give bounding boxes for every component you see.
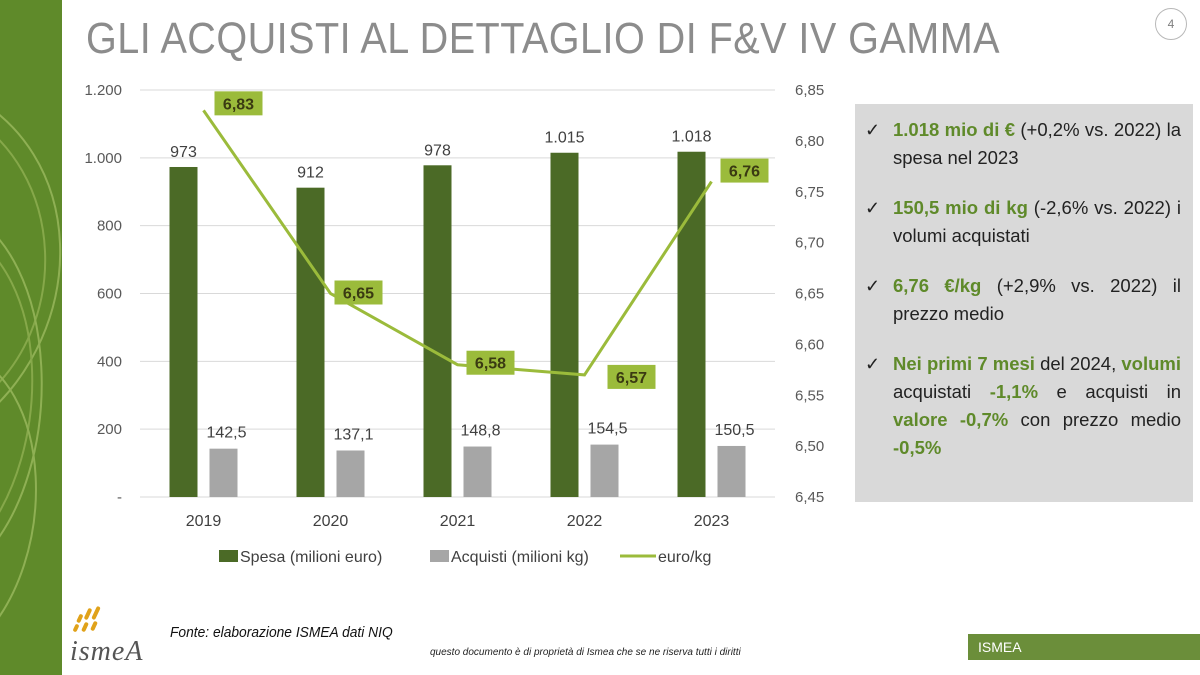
data-label-spesa: 1.015 [544, 130, 584, 147]
logo-mark-icon [73, 606, 101, 632]
fact-segment: del 2024, [1034, 353, 1122, 374]
y-right-tick-label: 6,50 [795, 438, 824, 455]
data-label-acquisti: 148,8 [460, 423, 500, 440]
check-icon: ✓ [865, 198, 881, 218]
y-right-tick-label: 6,65 [795, 286, 824, 303]
fact-highlight: Nei primi 7 mesi [893, 353, 1035, 374]
fact-highlight: volumi [1121, 353, 1181, 374]
check-icon: ✓ [865, 276, 881, 296]
bar-spesa [423, 165, 452, 498]
fact-highlight: -1,1% [989, 381, 1039, 402]
page-title: GLI ACQUISTI AL DETTAGLIO DI F&V IV GAMM… [86, 14, 1001, 63]
line-euro-kg [202, 109, 713, 377]
bar-spesa [169, 166, 198, 497]
fact-segment: acquistati [893, 381, 990, 402]
data-label-acquisti: 154,5 [587, 421, 627, 438]
x-tick-label: 2020 [313, 513, 349, 530]
key-facts-box: ✓ 1.018 mio di € (+0,2% vs. 2022) la spes… [855, 104, 1193, 502]
fact-bullet: ✓ Nei primi 7 mesi del 2024, volumi acqui… [865, 350, 1181, 462]
data-label-spesa: 1.018 [671, 129, 711, 146]
line-value-label: 6,57 [616, 370, 647, 387]
fact-bullet: ✓ 1.018 mio di € (+0,2% vs. 2022) la spes… [865, 116, 1181, 172]
x-tick-label: 2019 [186, 513, 222, 530]
rights-note: questo documento è di proprietà di Ismea… [430, 647, 741, 658]
y-left-tick-label: 200 [97, 421, 122, 438]
bar-spesa [550, 152, 579, 497]
legend-swatch-spesa [219, 550, 238, 562]
data-label-spesa: 912 [297, 165, 324, 182]
data-label-spesa: 978 [424, 142, 451, 159]
fact-segment: (+2,9% vs. 2022) il prezzo medio [893, 275, 1181, 324]
fact-highlight: -0,5% [893, 437, 942, 458]
fact-bullet: ✓ 150,5 mio di kg (-2,6% vs. 2022) i volu… [865, 194, 1181, 250]
legend-label-acquisti: Acquisti (milioni kg) [451, 549, 589, 566]
data-label-acquisti: 142,5 [206, 425, 246, 442]
bar-acquisti [336, 450, 365, 497]
legend-label-euro-kg: euro/kg [658, 549, 711, 566]
logo-wordmark: ismeA [70, 636, 144, 667]
source-note: Fonte: elaborazione ISMEA dati NIQ [170, 624, 393, 641]
line-label-box [214, 91, 263, 116]
x-tick-label: 2021 [440, 513, 476, 530]
y-left-tick-label: 1.000 [84, 150, 122, 167]
bar-acquisti [717, 445, 746, 497]
check-icon: ✓ [865, 120, 881, 140]
line-value-label: 6,58 [475, 356, 506, 373]
y-right-tick-label: 6,70 [795, 235, 824, 252]
data-label-acquisti: 150,5 [714, 422, 754, 439]
fact-segment: (+0,2% vs. 2022) la spesa nel 2023 [893, 119, 1181, 168]
fact-highlight: valore -0,7% [893, 409, 1009, 430]
y-left-tick-label: - [117, 489, 122, 506]
y-right-tick-label: 6,55 [795, 387, 824, 404]
x-tick-label: 2022 [567, 513, 603, 530]
fact-highlight: 6,76 €/kg [893, 275, 982, 296]
y-left-tick-label: 600 [97, 286, 122, 303]
bar-acquisti [590, 444, 619, 497]
fact-text: Nei primi 7 mesi del 2024, volumi acquis… [893, 350, 1181, 462]
y-right-tick-label: 6,60 [795, 336, 824, 353]
line-label-box [720, 158, 769, 183]
check-icon: ✓ [865, 354, 881, 374]
fact-segment: (-2,6% vs. 2022) i volumi acquistati [893, 197, 1181, 246]
ismea-logo: ismeA [70, 604, 170, 670]
y-right-tick-label: 6,45 [795, 489, 824, 506]
brand-footer: ISMEA [968, 634, 1200, 660]
fact-segment: e acquisti in [1038, 381, 1181, 402]
legend-label-spesa: Spesa (milioni euro) [240, 549, 382, 566]
bar-spesa [677, 151, 706, 497]
y-right-tick-label: 6,85 [795, 82, 824, 99]
bar-spesa [296, 187, 325, 497]
x-tick-label: 2023 [694, 513, 730, 530]
data-label-acquisti: 137,1 [333, 427, 373, 444]
line-label-box [607, 364, 656, 389]
fact-highlight: 1.018 mio di € [893, 119, 1016, 140]
fact-highlight: 150,5 mio di kg [893, 197, 1028, 218]
fact-text: 1.018 mio di € (+0,2% vs. 2022) la spesa… [893, 116, 1181, 172]
fact-segment: con prezzo medio [1008, 409, 1181, 430]
sidebar-swirl-decoration [0, 114, 61, 617]
y-left-tick-label: 400 [97, 353, 122, 370]
y-left-tick-label: 1.200 [84, 82, 122, 99]
decorative-sidebar [0, 0, 62, 675]
line-value-label: 6,83 [223, 96, 254, 113]
fact-text: 150,5 mio di kg (-2,6% vs. 2022) i volum… [893, 194, 1181, 250]
bar-acquisti [463, 446, 492, 497]
page-number: 4 [1155, 8, 1187, 40]
line-value-label: 6,65 [343, 286, 374, 303]
data-label-spesa: 973 [170, 144, 197, 161]
line-label-box [466, 350, 515, 375]
y-right-tick-label: 6,80 [795, 133, 824, 150]
fact-bullet: ✓ 6,76 €/kg (+2,9% vs. 2022) il prezzo me… [865, 272, 1181, 328]
bar-acquisti [209, 448, 238, 497]
fact-text: 6,76 €/kg (+2,9% vs. 2022) il prezzo med… [893, 272, 1181, 328]
line-label-box [334, 280, 383, 305]
chart-spesa-acquisti: - 200 400 600 800 1.000 1.200 6,45 6,50 6,55 6,60 6… [84, 82, 824, 566]
y-left-tick-label: 800 [97, 218, 122, 235]
legend-swatch-acquisti [430, 550, 449, 562]
y-right-tick-label: 6,75 [795, 184, 824, 201]
line-value-label: 6,76 [729, 164, 760, 181]
